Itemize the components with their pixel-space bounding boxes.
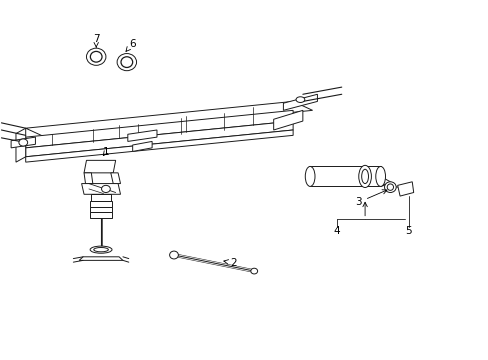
Polygon shape (283, 94, 317, 111)
Polygon shape (273, 111, 302, 130)
Polygon shape (26, 111, 292, 148)
Polygon shape (127, 130, 157, 141)
Polygon shape (111, 173, 120, 184)
Polygon shape (81, 184, 120, 194)
Polygon shape (16, 128, 26, 162)
Polygon shape (84, 160, 116, 173)
Ellipse shape (90, 246, 112, 253)
Ellipse shape (386, 184, 393, 190)
Polygon shape (26, 102, 312, 137)
Ellipse shape (90, 51, 102, 62)
Ellipse shape (19, 139, 28, 146)
Ellipse shape (295, 97, 304, 103)
Ellipse shape (384, 182, 395, 193)
Ellipse shape (361, 169, 368, 184)
Polygon shape (397, 182, 413, 196)
Ellipse shape (250, 268, 257, 274)
Ellipse shape (102, 185, 110, 193)
Polygon shape (26, 130, 292, 162)
Polygon shape (91, 194, 111, 202)
Text: 4: 4 (333, 226, 340, 236)
Ellipse shape (305, 166, 314, 186)
Polygon shape (309, 166, 380, 186)
Ellipse shape (121, 57, 132, 67)
Polygon shape (90, 207, 112, 212)
Ellipse shape (86, 48, 106, 65)
Ellipse shape (117, 54, 136, 71)
Text: 2: 2 (224, 258, 237, 268)
Text: 6: 6 (126, 39, 136, 51)
Text: 7: 7 (93, 34, 100, 47)
Ellipse shape (94, 248, 108, 252)
Polygon shape (26, 121, 292, 157)
Polygon shape (84, 173, 93, 184)
Polygon shape (90, 212, 112, 217)
Polygon shape (90, 202, 112, 207)
Ellipse shape (358, 165, 371, 188)
Polygon shape (79, 257, 122, 260)
Text: 3: 3 (355, 190, 386, 207)
Text: 5: 5 (405, 226, 411, 236)
Polygon shape (11, 137, 35, 148)
Ellipse shape (375, 166, 385, 186)
Text: 1: 1 (102, 147, 109, 157)
Ellipse shape (169, 251, 178, 259)
Polygon shape (132, 141, 152, 152)
